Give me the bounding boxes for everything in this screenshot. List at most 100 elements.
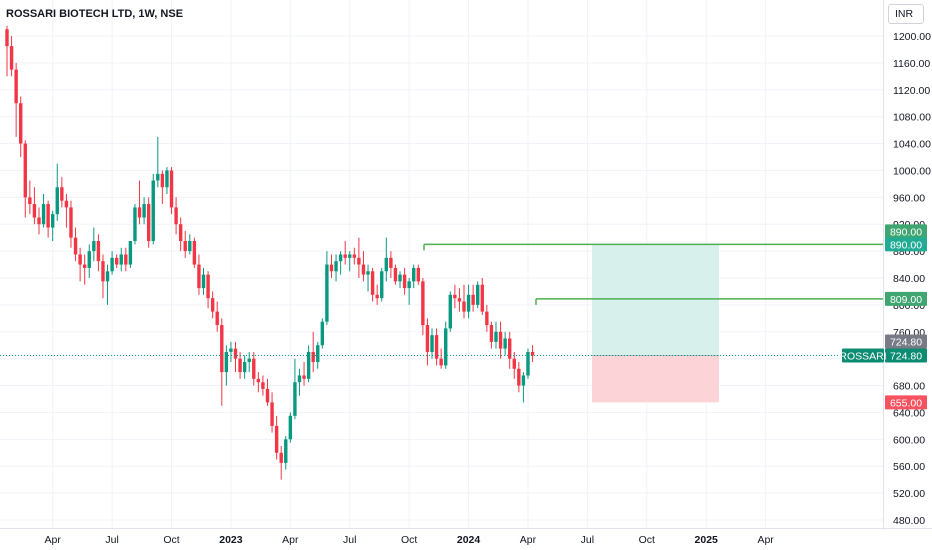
candle-body (517, 368, 521, 386)
target-badge-2: 890.00 (890, 239, 922, 251)
x-tick-label: Jul (105, 534, 118, 546)
candle-body (279, 452, 283, 463)
candle-body (412, 267, 416, 282)
candle-body (457, 298, 462, 302)
candle-body (357, 257, 361, 265)
candle-body (5, 29, 9, 47)
level-lines (0, 243, 883, 356)
candle-body (73, 237, 78, 255)
x-tick-label: Jul (581, 534, 594, 546)
candle-body (41, 204, 46, 225)
candle-body (233, 348, 238, 359)
candle-body (306, 351, 311, 379)
candle-body (23, 143, 27, 198)
candle-body (82, 264, 87, 268)
candle-body (137, 207, 142, 218)
candle-body (110, 257, 114, 272)
time-axis[interactable]: Apr Jul Oct 2023 Apr Jul Oct 2024 Apr Jul Oct 2025 A… (0, 528, 932, 547)
resistance-badge: 809.00 (890, 294, 922, 306)
candle-body (512, 358, 516, 369)
candle-body (188, 241, 192, 252)
candle-body (521, 375, 526, 386)
last-price-badge: 724.80 (890, 350, 922, 362)
candle-body (165, 170, 169, 188)
y-tick-label: 960.00 (893, 192, 925, 204)
candle-body (146, 204, 151, 242)
y-tick-label: 520.00 (893, 488, 925, 500)
candle-body (370, 271, 375, 295)
candle-body (215, 311, 219, 326)
x-tick-label: Oct (401, 534, 417, 546)
stop-badge: 655.00 (890, 397, 922, 409)
candle-body (503, 338, 507, 349)
y-tick-label: 1120.00 (893, 85, 930, 97)
stop-badge-bg (885, 395, 927, 410)
candle-body (55, 187, 59, 215)
candle-body (92, 241, 96, 252)
currency-button[interactable]: INR (888, 4, 924, 24)
candle-body (87, 251, 91, 268)
candle-body (444, 328, 448, 366)
candle-body (160, 173, 165, 188)
x-tick-label: Oct (639, 534, 655, 546)
price-axis[interactable]: 480.00520.00560.00600.00640.00680.00720.… (883, 0, 932, 530)
y-tick-label: 1000.00 (893, 165, 931, 177)
y-tick-label: 560.00 (893, 461, 925, 473)
candle-body (133, 207, 137, 242)
entry-badge: 724.80 (890, 336, 922, 348)
target-zone (592, 244, 719, 356)
candle-body (256, 378, 261, 383)
candle-body (402, 274, 407, 289)
candle-body (325, 264, 329, 322)
candle-body (316, 345, 320, 363)
candle-body (389, 257, 393, 268)
candle-body (288, 415, 293, 440)
candle-body (453, 294, 457, 299)
candle-body (229, 348, 233, 352)
candle-body (19, 103, 23, 144)
candle-body (329, 264, 334, 272)
candle-body (101, 261, 105, 282)
candle-body (416, 267, 420, 282)
candle-body (156, 173, 160, 181)
x-tick-label: Apr (45, 534, 62, 546)
candle-body (375, 294, 379, 299)
candle-body (407, 281, 411, 289)
candle-body (192, 241, 197, 265)
candle-body (498, 331, 503, 349)
candle-body (174, 207, 178, 225)
candle-body (142, 204, 146, 218)
candle-body (302, 375, 306, 379)
candle-body (489, 325, 494, 342)
target-badge-bg (885, 224, 927, 239)
candle-body (220, 325, 224, 373)
risk-reward-zones (592, 244, 719, 403)
stop-zone (592, 355, 719, 403)
candle-body (37, 217, 41, 225)
candle-body (60, 187, 64, 201)
candle-body (224, 351, 229, 373)
target-badge-2-bg (885, 237, 927, 252)
candle-body (119, 254, 123, 265)
x-tick-label: Oct (163, 534, 179, 546)
x-tick-label: Jul (343, 534, 356, 546)
candle-body (46, 204, 50, 228)
candle-body (352, 254, 357, 258)
x-tick-label: 2023 (219, 534, 243, 546)
candle-body (252, 358, 256, 379)
candle-body (476, 284, 480, 305)
chart-title: ROSSARI BIOTECH LTD, 1W, NSE (6, 8, 183, 20)
candle-body (114, 257, 119, 265)
candle-body (366, 271, 370, 275)
last-price-badge-bg (885, 348, 927, 363)
candle-body (284, 439, 288, 463)
candle-body (320, 321, 325, 346)
y-tick-label: 480.00 (893, 515, 925, 527)
candle-body (206, 274, 210, 299)
candle-body (293, 382, 297, 416)
candle-body (526, 351, 530, 376)
candle-body (297, 375, 302, 383)
candle-body (169, 170, 174, 208)
